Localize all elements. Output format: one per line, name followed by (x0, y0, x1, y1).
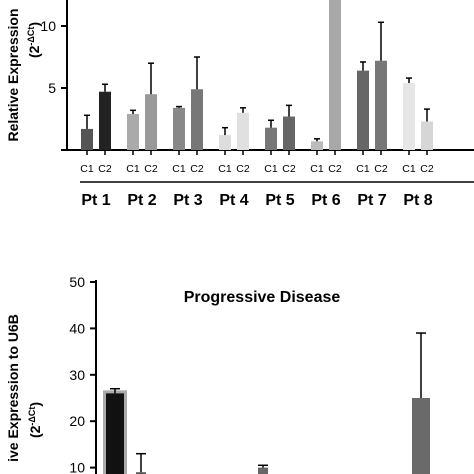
top-sub-label: C2 (190, 163, 204, 175)
bottom-y-tick-label: 50 (69, 274, 85, 290)
top-sub-label: C2 (328, 163, 342, 175)
top-group-label: Pt 6 (311, 192, 340, 209)
top-sub-label: C1 (356, 163, 370, 175)
bottom-bar (258, 467, 268, 474)
top-group-label: Pt 4 (219, 192, 248, 209)
top-bar-c2 (283, 116, 295, 150)
top-sub-label: C1 (80, 163, 94, 175)
top-sub-label: C2 (236, 163, 250, 175)
top-group-label: Pt 1 (81, 192, 110, 209)
top-bar-c2 (375, 60, 387, 150)
bottom-y-tick-label: 10 (69, 460, 85, 474)
top-bar-c2 (329, 0, 341, 150)
bottom-y-axis-unit: (2-ΔCt) (27, 402, 43, 438)
top-bar-c2 (237, 112, 249, 150)
top-y-tick-label: 10 (40, 18, 56, 34)
top-y-axis-label: Relative Expression (2-ΔCt) (5, 8, 42, 141)
top-y-axis-title: Relative Expression (5, 8, 21, 141)
top-group-label: Pt 3 (173, 192, 202, 209)
bottom-bar (412, 398, 430, 474)
top-bar-c2 (145, 94, 157, 150)
top-bar-c1 (311, 141, 323, 150)
top-sub-label: C1 (126, 163, 140, 175)
bottom-chart: ive Expression to U6B (2-ΔCt) Progressiv… (5, 274, 430, 474)
top-group-label: Pt 2 (127, 192, 156, 209)
top-bar-c2 (421, 121, 433, 150)
top-bar-c1 (81, 128, 93, 150)
top-sub-label: C2 (282, 163, 296, 175)
top-sub-label: C1 (172, 163, 186, 175)
top-sub-label: C1 (402, 163, 416, 175)
top-bar-c2 (99, 91, 111, 150)
top-bar-c2 (191, 89, 203, 150)
top-bar-c1 (357, 70, 369, 150)
bottom-y-tick-label: 40 (69, 320, 85, 336)
bottom-bar (136, 472, 146, 474)
bottom-chart-title: Progressive Disease (184, 289, 341, 306)
bottom-bar (106, 393, 124, 474)
top-y-tick-label: 5 (48, 80, 56, 96)
top-bar-c1 (173, 107, 185, 150)
bottom-y-tick-label: 30 (69, 367, 85, 383)
top-bar-c1 (127, 114, 139, 150)
top-sub-label: C2 (420, 163, 434, 175)
top-sub-label: C1 (218, 163, 232, 175)
top-chart: Relative Expression (2-ΔCt) 5 10 C1 C2 Pt 1… (5, 0, 474, 209)
bottom-y-axis-title: ive Expression to U6B (5, 314, 21, 462)
top-sub-label: C1 (264, 163, 278, 175)
top-bar-c1 (403, 83, 415, 150)
bottom-y-tick-label: 20 (69, 413, 85, 429)
top-sub-label: C2 (144, 163, 158, 175)
top-sub-label: C1 (310, 163, 324, 175)
top-sub-label: C2 (374, 163, 388, 175)
top-group-label: Pt 5 (265, 192, 294, 209)
top-sub-label: C2 (98, 163, 112, 175)
top-bar-c1 (265, 127, 277, 150)
top-y-axis-unit: (2-ΔCt) (26, 22, 42, 58)
bottom-y-axis-label: ive Expression to U6B (2-ΔCt) (5, 314, 43, 462)
top-group-label: Pt 8 (403, 192, 432, 209)
top-group-label: Pt 7 (357, 192, 386, 209)
top-bar-c1 (219, 135, 231, 150)
